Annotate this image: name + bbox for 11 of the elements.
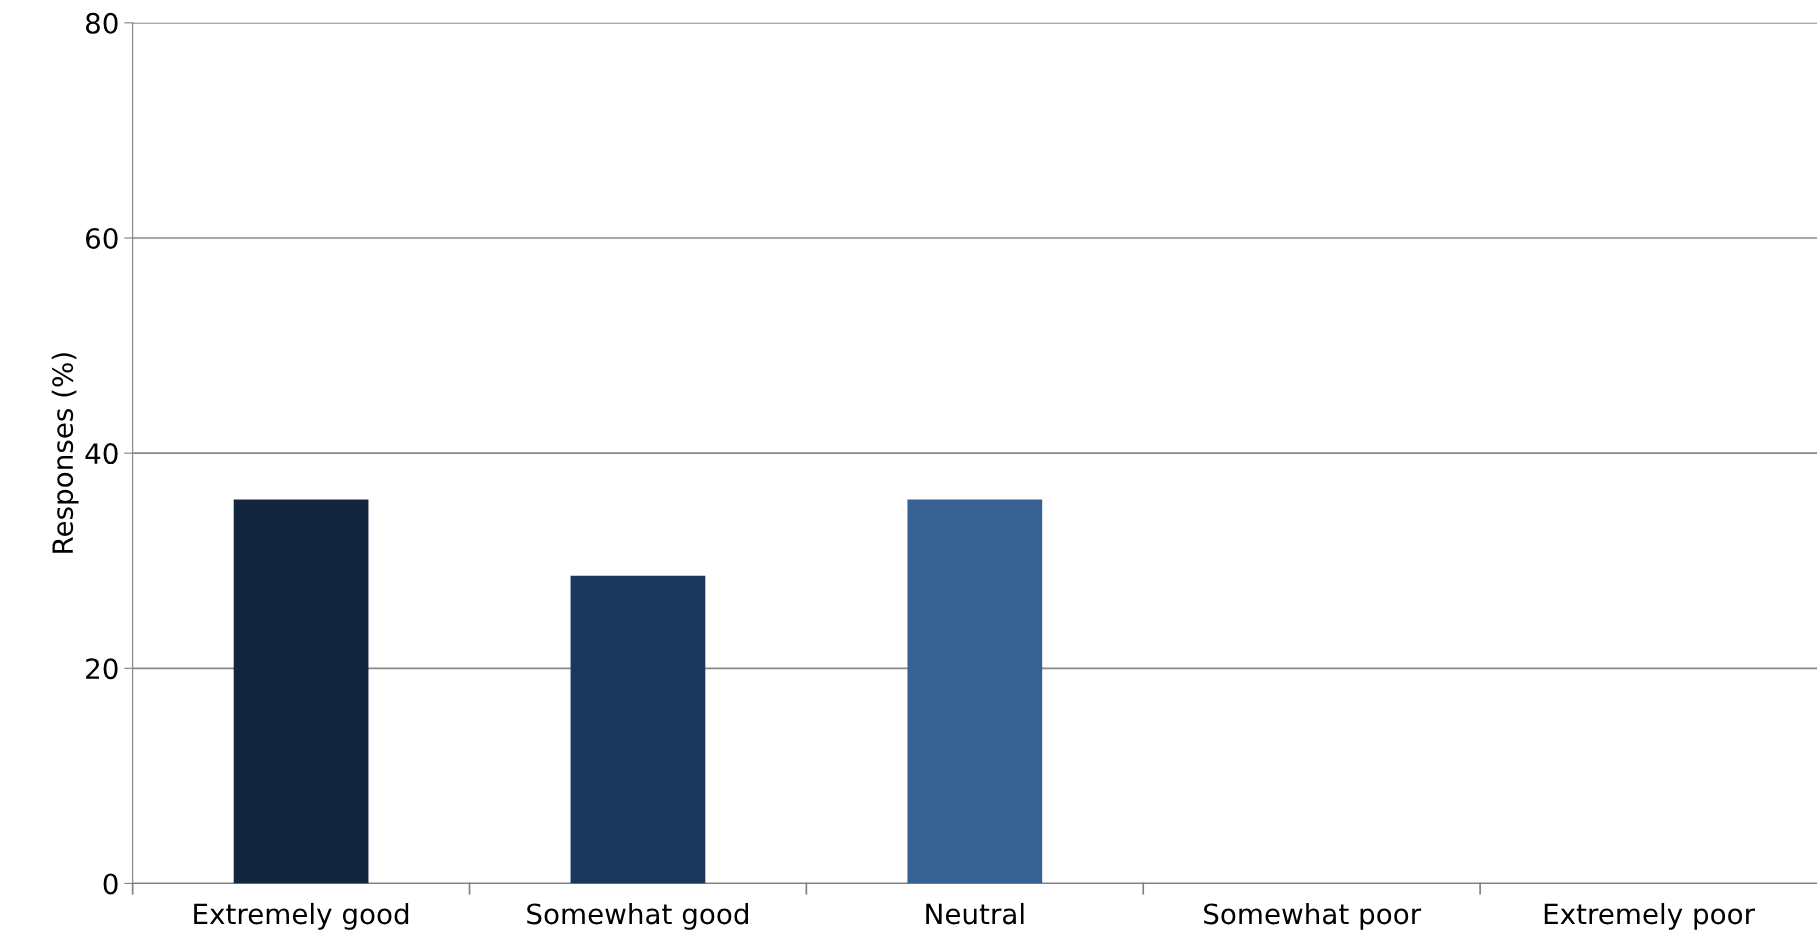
y-tick-label: 80 <box>85 12 118 34</box>
y-tick-label: 40 <box>85 443 118 465</box>
y-tick-label: 20 <box>86 658 118 680</box>
y-tick-label: 0 <box>103 873 118 895</box>
y-axis-title: Responses (%) <box>51 353 79 553</box>
y-tick-label: 60 <box>86 227 118 249</box>
x-tick-label: Extremely poor <box>1544 902 1756 930</box>
x-tick-label: Somewhat good <box>527 902 748 930</box>
x-tick-label: Neutral <box>926 902 1024 925</box>
x-tick-label: Somewhat poor <box>1204 902 1422 930</box>
x-tick-label: Extremely good <box>194 902 409 930</box>
